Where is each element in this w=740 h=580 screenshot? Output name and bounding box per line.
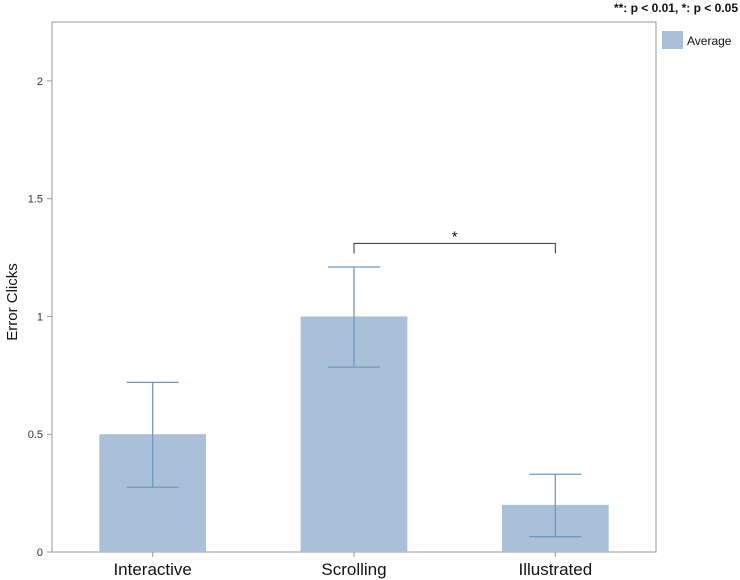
legend-swatch: [662, 31, 683, 49]
y-axis: 0 0.5 1 1.5 2: [28, 76, 52, 559]
y-tick-label: 0.5: [28, 429, 43, 441]
significance-brackets: *: [353, 228, 556, 254]
x-axis: Interactive Scrolling Illustrated: [113, 552, 592, 579]
legend-label: Average: [687, 34, 732, 48]
y-tick-label: 1.5: [28, 194, 43, 206]
legend: Average: [662, 31, 732, 49]
x-tick-label: Illustrated: [518, 560, 592, 579]
error-bars: [126, 266, 582, 538]
significance-note: **: p < 0.01, *: p < 0.05: [614, 1, 738, 15]
y-tick-label: 2: [37, 76, 43, 88]
significance-marker: *: [452, 228, 458, 245]
y-tick-label: 0: [37, 547, 43, 559]
x-tick-label: Scrolling: [321, 560, 386, 579]
y-axis-title: Error Clicks: [4, 263, 21, 341]
significance-bracket: [353, 242, 556, 254]
x-tick-label: Interactive: [113, 560, 191, 579]
y-tick-label: 1: [37, 311, 43, 323]
